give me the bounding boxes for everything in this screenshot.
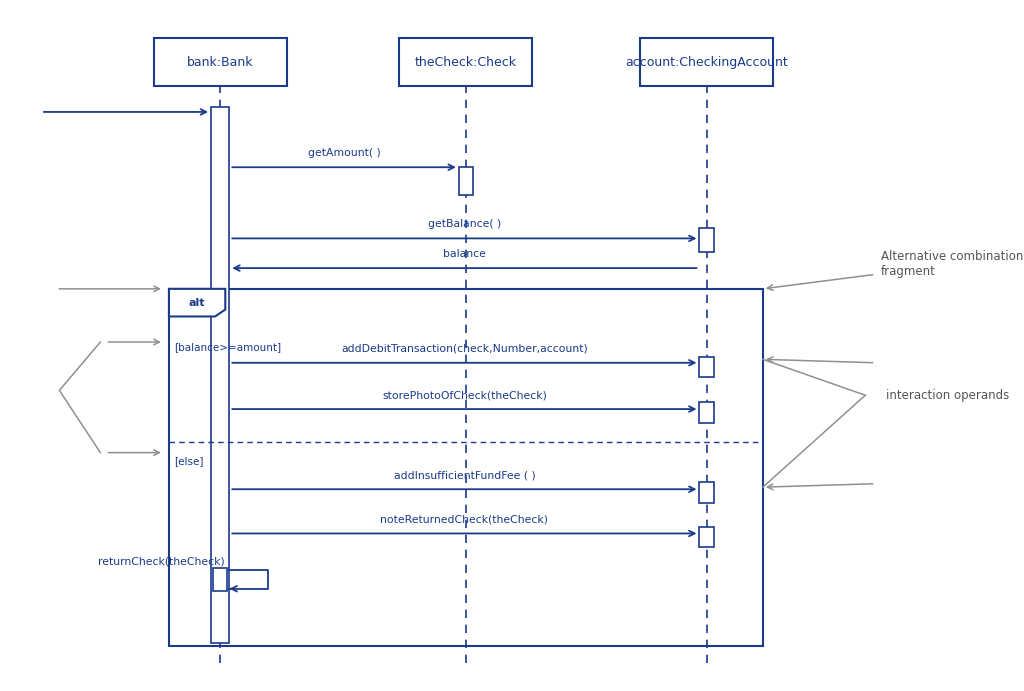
Text: noteReturnedCheck(theCheck): noteReturnedCheck(theCheck) <box>380 515 549 524</box>
Text: getAmount( ): getAmount( ) <box>307 149 381 158</box>
FancyBboxPatch shape <box>154 38 287 86</box>
FancyBboxPatch shape <box>459 167 473 195</box>
Text: [else]: [else] <box>174 456 204 466</box>
FancyBboxPatch shape <box>699 402 714 423</box>
Text: balance: balance <box>443 249 485 259</box>
Text: [balance>=amount]: [balance>=amount] <box>174 342 282 352</box>
Polygon shape <box>169 289 225 316</box>
Text: theCheck:Check: theCheck:Check <box>415 56 517 68</box>
Text: alt: alt <box>188 298 206 307</box>
Text: getBalance( ): getBalance( ) <box>428 220 501 229</box>
FancyBboxPatch shape <box>699 228 714 252</box>
FancyBboxPatch shape <box>640 38 773 86</box>
FancyBboxPatch shape <box>213 568 227 591</box>
Text: interaction operands: interaction operands <box>886 389 1009 401</box>
Text: Alternative combination
fragment: Alternative combination fragment <box>881 250 1023 278</box>
FancyBboxPatch shape <box>699 527 714 547</box>
Text: storePhotoOfCheck(theCheck): storePhotoOfCheck(theCheck) <box>382 390 547 400</box>
Text: returnCheck(theCheck): returnCheck(theCheck) <box>97 557 224 567</box>
FancyBboxPatch shape <box>699 482 714 503</box>
Text: bank:Bank: bank:Bank <box>187 56 253 68</box>
Text: account:CheckingAccount: account:CheckingAccount <box>626 56 787 68</box>
FancyBboxPatch shape <box>399 38 532 86</box>
Text: addInsufficientFundFee ( ): addInsufficientFundFee ( ) <box>393 471 536 480</box>
FancyBboxPatch shape <box>699 357 714 377</box>
FancyBboxPatch shape <box>211 107 229 643</box>
Text: addDebitTransaction(check,Number,account): addDebitTransaction(check,Number,account… <box>341 344 588 354</box>
